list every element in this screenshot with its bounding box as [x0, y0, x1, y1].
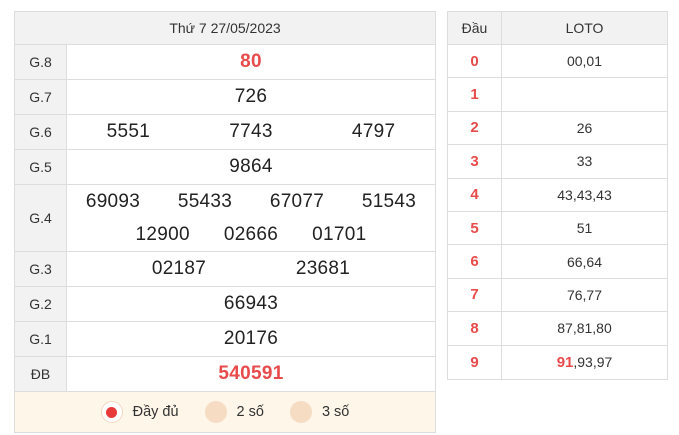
prize-label: G.5	[15, 150, 67, 184]
loto-values: 91,93,97	[502, 346, 667, 379]
prize-row-g7: G.7 726	[15, 80, 435, 115]
loto-value-text: 33	[576, 153, 593, 170]
loto-dau: 3	[448, 145, 502, 178]
loto-value-text: 26	[576, 119, 593, 136]
loto-values	[502, 78, 667, 110]
loto-value-text: 00,01	[566, 53, 603, 70]
loto-dau: 2	[448, 111, 502, 145]
prize-label: G.3	[15, 252, 67, 286]
radio-icon[interactable]	[204, 401, 227, 423]
loto-row: 6 66,64	[448, 245, 667, 279]
lottery-results-table: Thứ 7 27/05/2023 G.8 80 G.7 726 G.6 5551…	[14, 11, 436, 433]
loto-values: 00,01	[502, 45, 667, 77]
loto-values: 66,64	[502, 245, 667, 277]
special-prize-number: 540591	[218, 363, 284, 384]
prize-row-g5: G.5 9864	[15, 150, 435, 185]
loto-dau: 7	[448, 278, 502, 312]
loto-highlight-value: 91	[556, 353, 574, 371]
display-options: Đầy đủ 2 số 3 số	[15, 392, 435, 432]
option-label: 3 số	[321, 404, 350, 420]
loto-row: 3 33	[448, 145, 667, 179]
loto-dau: 4	[448, 178, 502, 211]
option-label: Đầy đủ	[132, 404, 179, 420]
prize-number: 23681	[295, 258, 351, 279]
loto-values: 43,43,43	[502, 179, 667, 211]
option-full[interactable]: Đầy đủ	[100, 401, 179, 423]
prize-row-g1: G.1 20176	[15, 322, 435, 357]
prize-number: 51543	[361, 190, 417, 212]
prize-number: 20176	[223, 328, 279, 349]
prize-row-g3: G.3 02187 23681	[15, 252, 435, 287]
loto-row: 9 91,93,97	[448, 345, 667, 379]
loto-row: 5 51	[448, 211, 667, 246]
prize-label: G.7	[15, 80, 67, 114]
loto-dau: 6	[448, 245, 502, 278]
loto-header: Đầu LOTO	[448, 12, 667, 45]
loto-dau: 0	[448, 45, 502, 78]
prize-row-special: ĐB 540591	[15, 357, 435, 392]
option-3-digits[interactable]: 3 số	[289, 401, 350, 423]
option-label: 2 số	[236, 404, 264, 420]
prize-number: 5551	[106, 121, 151, 142]
prize-number: 01701	[312, 223, 367, 245]
prize-row-g2: G.2 66943	[15, 287, 435, 322]
radio-selected-icon[interactable]	[100, 401, 123, 423]
prize-label: G.4	[15, 185, 67, 251]
prize-number: 69093	[85, 190, 141, 212]
prize-number: 02666	[223, 223, 279, 245]
prize-label: ĐB	[15, 357, 67, 391]
loto-value-text: ,93,97	[573, 354, 613, 371]
loto-header-loto: LOTO	[565, 20, 604, 36]
prize-row-g8: G.8 80	[15, 45, 435, 80]
loto-value-text: 43,43,43	[557, 186, 612, 203]
loto-value-text: 87,81,80	[557, 320, 612, 337]
prize-number: 7743	[229, 121, 273, 142]
option-2-digits[interactable]: 2 số	[204, 401, 264, 423]
loto-dau: 1	[448, 78, 502, 111]
loto-row: 4 43,43,43	[448, 178, 667, 212]
loto-values: 33	[502, 145, 667, 177]
loto-values: 76,77	[502, 279, 667, 311]
prize-row-g4: G.4 69093 55433 67077 51543 12900 02666 …	[15, 185, 435, 252]
loto-dau: 5	[448, 211, 502, 245]
prize-number: 12900	[135, 223, 190, 245]
radio-icon[interactable]	[289, 401, 312, 423]
loto-header-dau: Đầu	[448, 12, 502, 44]
prize-number: 9864	[229, 156, 273, 177]
prize-number: 726	[234, 86, 268, 107]
loto-row: 0 00,01	[448, 45, 667, 79]
loto-values: 51	[502, 212, 667, 244]
prize-label: G.1	[15, 322, 67, 356]
loto-row: 2 26	[448, 111, 667, 146]
loto-dau: 8	[448, 312, 502, 345]
loto-values: 87,81,80	[502, 312, 667, 344]
prize-number: 4797	[351, 121, 396, 142]
loto-row: 8 87,81,80	[448, 312, 667, 346]
prize-label: G.6	[15, 115, 67, 149]
prize-number: 02187	[151, 258, 207, 279]
prize-label: G.8	[15, 45, 67, 79]
loto-values: 26	[502, 112, 667, 144]
loto-value-text: 76,77	[566, 286, 603, 303]
prize-number: 66943	[223, 293, 279, 314]
loto-value-text: 66,64	[566, 253, 603, 270]
loto-table: Đầu LOTO 0 00,01 1 2 26 3 33 4 43,43,43 5 51 6 66,64…	[447, 11, 668, 380]
prize-number: 67077	[269, 190, 325, 212]
prize-number: 80	[240, 51, 262, 72]
loto-value-text: 51	[576, 220, 593, 237]
results-date-title: Thứ 7 27/05/2023	[15, 12, 435, 45]
loto-row: 1	[448, 78, 667, 112]
loto-dau: 9	[448, 345, 502, 379]
prize-number: 55433	[177, 190, 233, 212]
prize-row-g6: G.6 5551 7743 4797	[15, 115, 435, 150]
loto-row: 7 76,77	[448, 278, 667, 313]
prize-label: G.2	[15, 287, 67, 321]
